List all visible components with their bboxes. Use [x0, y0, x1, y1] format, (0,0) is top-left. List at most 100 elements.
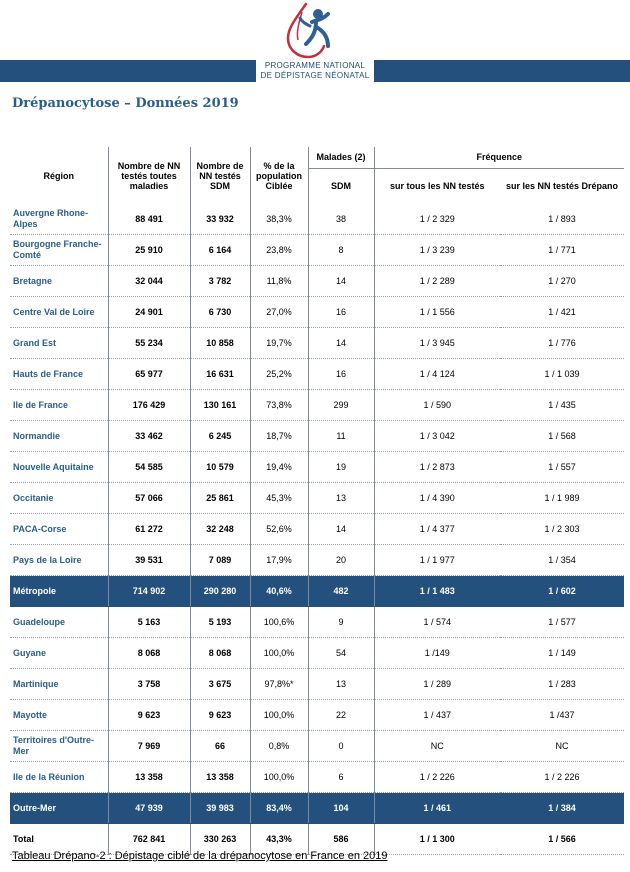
- header-frequence: Fréquence: [373, 147, 625, 169]
- cell-nn-sdm: 9 623: [189, 699, 250, 731]
- programme-logo-icon: [286, 2, 330, 59]
- cell-nn-total: 5 163: [107, 606, 190, 638]
- cell-region: Outre-Mer: [10, 792, 108, 824]
- cell-freq-all: 1 / 3 042: [373, 420, 500, 452]
- table-row: Grand Est 55 234 10 858 19,7% 14 1 / 3 945 1 /…: [10, 327, 625, 359]
- table-row: Bourgogne Franche-Comté 25 910 6 164 23,8% 8…: [10, 234, 625, 266]
- header-freq-all: sur tous les NN testés: [373, 168, 500, 204]
- cell-freq-drep: 1 / 568: [500, 420, 625, 452]
- table-row: Auvergne Rhone-Alpes 88 491 33 932 38,3% 38 1…: [10, 204, 625, 235]
- cell-nn-total: 3 758: [107, 668, 190, 700]
- cell-region: Bretagne: [10, 265, 108, 297]
- programme-line-2: DE DÉPISTAGE NÉONATAL: [260, 71, 370, 80]
- cell-nn-total: 9 623: [107, 699, 190, 731]
- cell-freq-all: 1 / 2 873: [373, 451, 500, 483]
- cell-region: Bourgogne Franche-Comté: [10, 234, 108, 266]
- cell-region: Métropole: [10, 575, 108, 607]
- cell-nn-sdm: 16 631: [189, 358, 250, 390]
- cell-freq-drep: 1 / 1 039: [500, 358, 625, 390]
- cell-nn-sdm: 130 161: [189, 389, 250, 421]
- cell-nn-total: 8 068: [107, 637, 190, 669]
- cell-malades-sdm: 104: [307, 792, 374, 824]
- cell-malades-sdm: 14: [307, 265, 374, 297]
- cell-region: Nouvelle Aquitaine: [10, 451, 108, 483]
- cell-nn-sdm: 6 730: [189, 296, 250, 328]
- cell-nn-total: 176 429: [107, 389, 190, 421]
- cell-malades-sdm: 20: [307, 544, 374, 576]
- table-row: Territoires d'Outre-Mer 7 969 66 0,8% 0 NC NC: [10, 730, 625, 762]
- cell-nn-sdm: 3 782: [189, 265, 250, 297]
- screening-table: Région Nombre de NN testés toutes maladi…: [10, 147, 625, 855]
- table-caption: Tableau Drépano-2 : Dépistage ciblé de l…: [12, 850, 388, 862]
- cell-pct: 43,3%: [249, 823, 308, 855]
- cell-pct: 17,9%: [249, 544, 308, 576]
- cell-nn-sdm: 10 579: [189, 451, 250, 483]
- cell-malades-sdm: 8: [307, 234, 374, 266]
- cell-nn-total: 54 585: [107, 451, 190, 483]
- cell-malades-sdm: 9: [307, 606, 374, 638]
- cell-freq-drep: 1 / 283: [500, 668, 625, 700]
- cell-freq-drep: 1 / 149: [500, 637, 625, 669]
- page-title: Drépanocytose – Données 2019: [12, 96, 239, 111]
- cell-freq-all: 1 / 1 483: [373, 575, 500, 607]
- cell-pct: 18,7%: [249, 420, 308, 452]
- cell-pct: 38,3%: [249, 204, 308, 235]
- cell-pct: 19,4%: [249, 451, 308, 483]
- table-row: PACA-Corse 61 272 32 248 52,6% 14 1 / 4 377 1 …: [10, 513, 625, 545]
- table-row: Occitanie 57 066 25 861 45,3% 13 1 / 4 390 1 /…: [10, 482, 625, 514]
- cell-nn-sdm: 3 675: [189, 668, 250, 700]
- cell-freq-all: 1 / 289: [373, 668, 500, 700]
- cell-nn-sdm: 13 358: [189, 761, 250, 793]
- cell-malades-sdm: 13: [307, 668, 374, 700]
- cell-region: Grand Est: [10, 327, 108, 359]
- header-nn-total: Nombre de NN testés toutes maladies: [107, 147, 190, 204]
- cell-pct: 23,8%: [249, 234, 308, 266]
- cell-malades-sdm: 16: [307, 296, 374, 328]
- header-freq-drep: sur les NN testés Drépano: [505, 181, 619, 192]
- cell-region: Normandie: [10, 420, 108, 452]
- cell-freq-all: 1 / 2 329: [373, 204, 500, 235]
- cell-nn-sdm: 10 858: [189, 327, 250, 359]
- cell-freq-all: 1 / 1 300: [373, 823, 500, 855]
- programme-line-1: PROGRAMME NATIONAL: [264, 61, 366, 70]
- cell-nn-total: 39 531: [107, 544, 190, 576]
- cell-region: Guadeloupe: [10, 606, 108, 638]
- cell-malades-sdm: 38: [307, 204, 374, 235]
- cell-nn-total: 24 901: [107, 296, 190, 328]
- table-row: Bretagne 32 044 3 782 11,8% 14 1 / 2 289 1 / 2…: [10, 265, 625, 297]
- programme-label: PROGRAMME NATIONAL DE DÉPISTAGE NÉONATAL: [256, 60, 374, 82]
- header-pct: % de la population Ciblée: [249, 147, 308, 204]
- cell-region: Pays de la Loire: [10, 544, 108, 576]
- cell-pct: 19,7%: [249, 327, 308, 359]
- cell-malades-sdm: 54: [307, 637, 374, 669]
- cell-freq-all: 1 / 1 977: [373, 544, 500, 576]
- cell-freq-drep: 1 / 435: [500, 389, 625, 421]
- cell-freq-all: 1 / 2 226: [373, 761, 500, 793]
- table-body: Auvergne Rhone-Alpes 88 491 33 932 38,3% 38 1…: [10, 204, 625, 855]
- cell-nn-sdm: 32 248: [189, 513, 250, 545]
- cell-nn-total: 762 841: [107, 823, 190, 855]
- cell-region: Ile de France: [10, 389, 108, 421]
- cell-pct: 100,0%: [249, 761, 308, 793]
- cell-nn-total: 33 462: [107, 420, 190, 452]
- cell-nn-sdm: 6 245: [189, 420, 250, 452]
- cell-region: Hauts de France: [10, 358, 108, 390]
- cell-freq-all: 1 / 574: [373, 606, 500, 638]
- cell-region: Auvergne Rhone-Alpes: [10, 204, 108, 235]
- cell-region: Territoires d'Outre-Mer: [10, 730, 108, 762]
- cell-malades-sdm: 0: [307, 730, 374, 762]
- cell-freq-drep: 1 / 2 303: [500, 513, 625, 545]
- cell-pct: 73,8%: [249, 389, 308, 421]
- table-row: Pays de la Loire 39 531 7 089 17,9% 20 1 / 1 …: [10, 544, 625, 576]
- cell-malades-sdm: 6: [307, 761, 374, 793]
- cell-freq-all: 1 / 461: [373, 792, 500, 824]
- table-row: Martinique 3 758 3 675 97,8%* 13 1 / 289 1 / 2…: [10, 668, 625, 700]
- cell-pct: 45,3%: [249, 482, 308, 514]
- cell-freq-drep: 1 / 776: [500, 327, 625, 359]
- cell-nn-sdm: 6 164: [189, 234, 250, 266]
- cell-pct: 11,8%: [249, 265, 308, 297]
- cell-region: Ile de la Réunion: [10, 761, 108, 793]
- table-row: Total 762 841 330 263 43,3% 586 1 / 1 300 1 / …: [10, 823, 625, 855]
- cell-region: Centre Val de Loire: [10, 296, 108, 328]
- cell-malades-sdm: 13: [307, 482, 374, 514]
